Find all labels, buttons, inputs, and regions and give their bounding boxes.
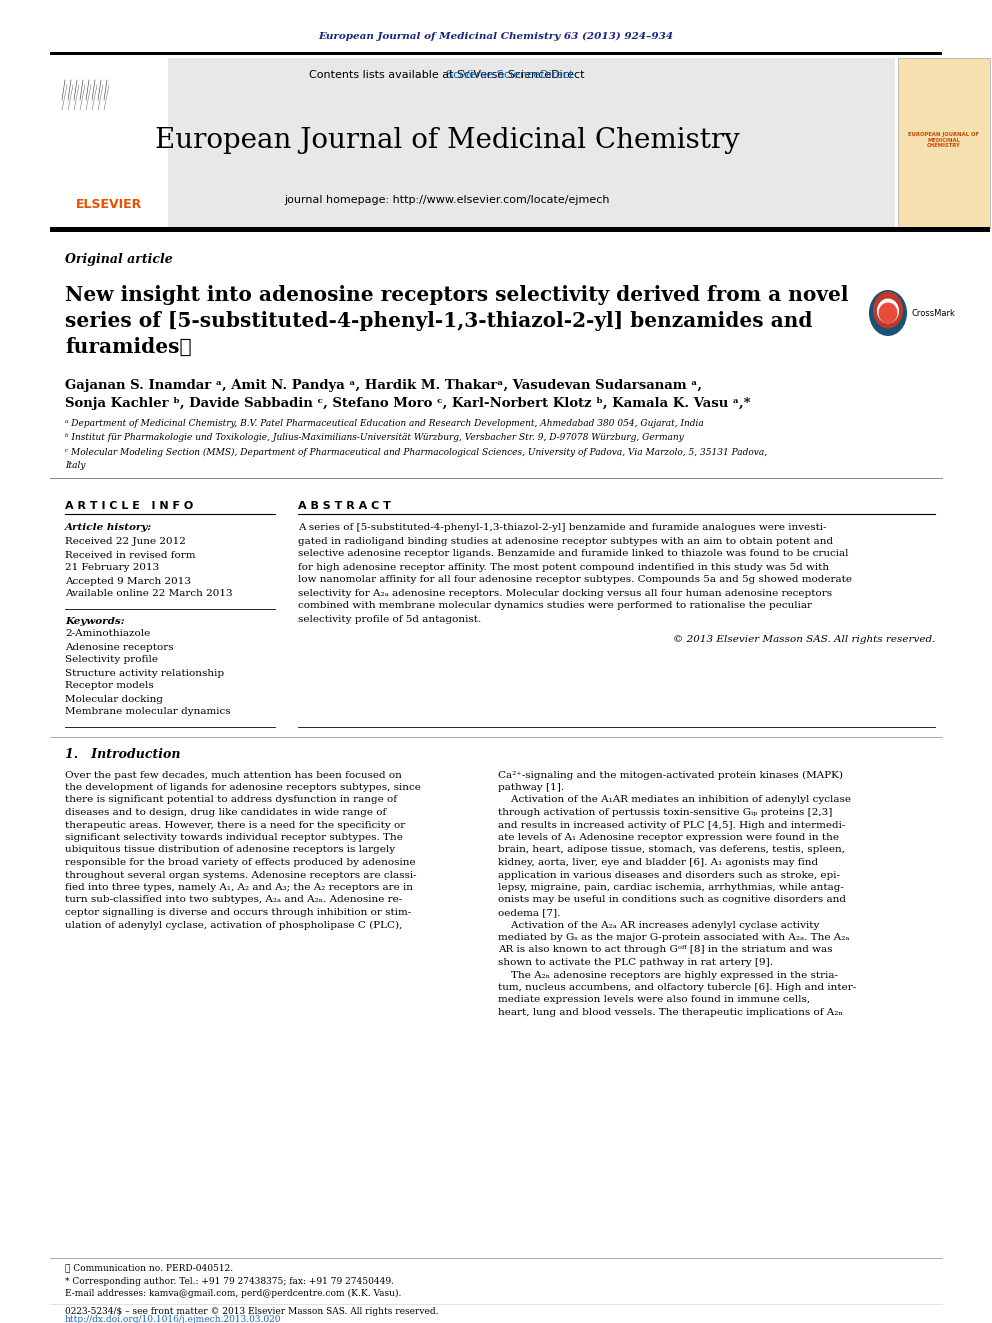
Text: SciVerse ScienceDirect: SciVerse ScienceDirect <box>320 70 573 79</box>
Text: Activation of the A₁AR mediates an inhibition of adenylyl cyclase: Activation of the A₁AR mediates an inhib… <box>498 795 851 804</box>
Text: low nanomolar affinity for all four adenosine receptor subtypes. Compounds 5a an: low nanomolar affinity for all four aden… <box>298 576 852 585</box>
Ellipse shape <box>879 303 898 324</box>
Text: A R T I C L E   I N F O: A R T I C L E I N F O <box>65 501 193 511</box>
Text: selectivity for A₂ₐ adenosine receptors. Molecular docking versus all four human: selectivity for A₂ₐ adenosine receptors.… <box>298 589 832 598</box>
Text: AR is also known to act through Gᵒᶠᶠ [8] in the striatum and was: AR is also known to act through Gᵒᶠᶠ [8]… <box>498 946 832 954</box>
Text: Activation of the A₂ₐ AR increases adenylyl cyclase activity: Activation of the A₂ₐ AR increases adeny… <box>498 921 819 930</box>
Text: mediated by Gₛ as the major G-protein associated with A₂ₐ. The A₂ₐ: mediated by Gₛ as the major G-protein as… <box>498 933 849 942</box>
Text: Received in revised form: Received in revised form <box>65 550 195 560</box>
Text: journal homepage: http://www.elsevier.com/locate/ejmech: journal homepage: http://www.elsevier.co… <box>285 194 610 205</box>
Bar <box>50 58 168 228</box>
Bar <box>898 58 990 228</box>
Text: ceptor signalling is diverse and occurs through inhibition or stim-: ceptor signalling is diverse and occurs … <box>65 908 412 917</box>
Text: A series of [5-substituted-4-phenyl-1,3-thiazol-2-yl] benzamide and furamide ana: A series of [5-substituted-4-phenyl-1,3-… <box>298 524 826 532</box>
Text: © 2013 Elsevier Masson SAS. All rights reserved.: © 2013 Elsevier Masson SAS. All rights r… <box>673 635 935 644</box>
Text: kidney, aorta, liver, eye and bladder [6]. A₁ agonists may find: kidney, aorta, liver, eye and bladder [6… <box>498 859 818 867</box>
Text: Keywords:: Keywords: <box>65 617 125 626</box>
Text: tum, nucleus accumbens, and olfactory tubercle [6]. High and inter-: tum, nucleus accumbens, and olfactory tu… <box>498 983 856 992</box>
Text: ulation of adenylyl cyclase, activation of phospholipase C (PLC),: ulation of adenylyl cyclase, activation … <box>65 921 403 930</box>
Text: selectivity profile of 5d antagonist.: selectivity profile of 5d antagonist. <box>298 614 481 623</box>
Text: http://dx.doi.org/10.1016/j.ejmech.2013.03.020: http://dx.doi.org/10.1016/j.ejmech.2013.… <box>65 1315 282 1323</box>
Text: ᶜ Molecular Modeling Section (MMS), Department of Pharmaceutical and Pharmacolog: ᶜ Molecular Modeling Section (MMS), Depa… <box>65 447 767 456</box>
Text: Received 22 June 2012: Received 22 June 2012 <box>65 537 186 546</box>
Text: 21 February 2013: 21 February 2013 <box>65 564 160 573</box>
Text: Receptor models: Receptor models <box>65 681 154 691</box>
Text: Contents lists available at SciVerse ScienceDirect: Contents lists available at SciVerse Sci… <box>310 70 584 79</box>
Text: fied into three types, namely A₁, A₂ and A₃; the A₂ receptors are in: fied into three types, namely A₁, A₂ and… <box>65 882 413 892</box>
Text: onists may be useful in conditions such as cognitive disorders and: onists may be useful in conditions such … <box>498 896 846 905</box>
Text: ᵇ Institut für Pharmakologie und Toxikologie, Julius-Maximilians-Universität Wür: ᵇ Institut für Pharmakologie und Toxikol… <box>65 434 683 442</box>
Text: significant selectivity towards individual receptor subtypes. The: significant selectivity towards individu… <box>65 833 403 841</box>
Text: Ca²⁺-signaling and the mitogen-activated protein kinases (MAPK): Ca²⁺-signaling and the mitogen-activated… <box>498 770 843 779</box>
Bar <box>50 58 895 228</box>
Text: European Journal of Medicinal Chemistry: European Journal of Medicinal Chemistry <box>155 127 739 153</box>
Text: application in various diseases and disorders such as stroke, epi-: application in various diseases and diso… <box>498 871 840 880</box>
Text: there is significant potential to address dysfunction in range of: there is significant potential to addres… <box>65 795 397 804</box>
Text: oedema [7].: oedema [7]. <box>498 908 560 917</box>
Text: 2-Aminothiazole: 2-Aminothiazole <box>65 630 150 639</box>
Text: throughout several organ systems. Adenosine receptors are classi-: throughout several organ systems. Adenos… <box>65 871 417 880</box>
Text: Sonja Kachler ᵇ, Davide Sabbadin ᶜ, Stefano Moro ᶜ, Karl-Norbert Klotz ᵇ, Kamala: Sonja Kachler ᵇ, Davide Sabbadin ᶜ, Stef… <box>65 397 751 410</box>
Bar <box>50 228 990 232</box>
Text: lepsy, migraine, pain, cardiac ischemia, arrhythmias, while antag-: lepsy, migraine, pain, cardiac ischemia,… <box>498 882 844 892</box>
Text: responsible for the broad variety of effects produced by adenosine: responsible for the broad variety of eff… <box>65 859 416 867</box>
Text: therapeutic areas. However, there is a need for the specificity or: therapeutic areas. However, there is a n… <box>65 820 406 830</box>
Text: ᵃ Department of Medicinal Chemistry, B.V. Patel Pharmaceutical Education and Res: ᵃ Department of Medicinal Chemistry, B.V… <box>65 419 703 429</box>
Text: * Corresponding author. Tel.: +91 79 27438375; fax: +91 79 27450449.: * Corresponding author. Tel.: +91 79 274… <box>65 1277 394 1286</box>
Text: heart, lung and blood vessels. The therapeutic implications of A₂ₙ: heart, lung and blood vessels. The thera… <box>498 1008 843 1017</box>
Text: Over the past few decades, much attention has been focused on: Over the past few decades, much attentio… <box>65 770 402 779</box>
Text: ubiquitous tissue distribution of adenosine receptors is largely: ubiquitous tissue distribution of adenos… <box>65 845 395 855</box>
Text: 0223-5234/$ – see front matter © 2013 Elsevier Masson SAS. All rights reserved.: 0223-5234/$ – see front matter © 2013 El… <box>65 1307 438 1315</box>
Text: E-mail addresses: kamva@gmail.com, perd@perdcentre.com (K.K. Vasu).: E-mail addresses: kamva@gmail.com, perd@… <box>65 1289 402 1298</box>
Bar <box>50 52 942 56</box>
Text: Available online 22 March 2013: Available online 22 March 2013 <box>65 590 233 598</box>
Text: Membrane molecular dynamics: Membrane molecular dynamics <box>65 708 230 717</box>
Text: furamides★: furamides★ <box>65 337 191 357</box>
Text: Selectivity profile: Selectivity profile <box>65 655 158 664</box>
Text: ★ Communication no. PERD-040512.: ★ Communication no. PERD-040512. <box>65 1263 233 1273</box>
Text: EUROPEAN JOURNAL OF
MEDICINAL
CHEMISTRY: EUROPEAN JOURNAL OF MEDICINAL CHEMISTRY <box>909 132 979 148</box>
Text: gated in radioligand binding studies at adenosine receptor subtypes with an aim : gated in radioligand binding studies at … <box>298 537 833 545</box>
Text: Molecular docking: Molecular docking <box>65 695 163 704</box>
Text: A B S T R A C T: A B S T R A C T <box>298 501 391 511</box>
Text: Accepted 9 March 2013: Accepted 9 March 2013 <box>65 577 191 586</box>
Text: European Journal of Medicinal Chemistry 63 (2013) 924–934: European Journal of Medicinal Chemistry … <box>318 32 674 41</box>
Text: selective adenosine receptor ligands. Benzamide and furamide linked to thiazole : selective adenosine receptor ligands. Be… <box>298 549 848 558</box>
Text: brain, heart, adipose tissue, stomach, vas deferens, testis, spleen,: brain, heart, adipose tissue, stomach, v… <box>498 845 845 855</box>
Text: the development of ligands for adenosine receptors subtypes, since: the development of ligands for adenosine… <box>65 783 421 792</box>
Text: 1.   Introduction: 1. Introduction <box>65 749 181 762</box>
Text: Italy: Italy <box>65 462 85 471</box>
Text: Adenosine receptors: Adenosine receptors <box>65 643 174 651</box>
Text: diseases and to design, drug like candidates in wide range of: diseases and to design, drug like candid… <box>65 808 386 818</box>
Text: through activation of pertussis toxin-sensitive Gᵢₚ proteins [2,3]: through activation of pertussis toxin-se… <box>498 808 832 818</box>
Text: series of [5-substituted-4-phenyl-1,3-thiazol-2-yl] benzamides and: series of [5-substituted-4-phenyl-1,3-th… <box>65 311 812 331</box>
Text: shown to activate the PLC pathway in rat artery [9].: shown to activate the PLC pathway in rat… <box>498 958 773 967</box>
Text: mediate expression levels were also found in immune cells,: mediate expression levels were also foun… <box>498 995 810 1004</box>
Text: combined with membrane molecular dynamics studies were performed to rationalise : combined with membrane molecular dynamic… <box>298 602 812 610</box>
Text: turn sub-classified into two subtypes, A₂ₐ and A₂ₙ. Adenosine re-: turn sub-classified into two subtypes, A… <box>65 896 402 905</box>
Text: The A₂ₙ adenosine receptors are highly expressed in the stria-: The A₂ₙ adenosine receptors are highly e… <box>498 971 838 979</box>
Ellipse shape <box>873 291 903 328</box>
Text: New insight into adenosine receptors selectivity derived from a novel: New insight into adenosine receptors sel… <box>65 284 848 306</box>
Text: Gajanan S. Inamdar ᵃ, Amit N. Pandya ᵃ, Hardik M. Thakarᵃ, Vasudevan Sudarsanam : Gajanan S. Inamdar ᵃ, Amit N. Pandya ᵃ, … <box>65 378 702 392</box>
Text: pathway [1].: pathway [1]. <box>498 783 564 792</box>
Text: Original article: Original article <box>65 254 173 266</box>
Ellipse shape <box>877 299 899 324</box>
Text: ate levels of A₁ Adenosine receptor expression were found in the: ate levels of A₁ Adenosine receptor expr… <box>498 833 839 841</box>
Ellipse shape <box>869 290 907 336</box>
Text: ELSEVIER: ELSEVIER <box>75 198 142 212</box>
Text: Structure activity relationship: Structure activity relationship <box>65 668 224 677</box>
Text: CrossMark: CrossMark <box>912 308 956 318</box>
Text: and results in increased activity of PLC [4,5]. High and intermedi-: and results in increased activity of PLC… <box>498 820 845 830</box>
Text: Article history:: Article history: <box>65 524 152 532</box>
Text: for high adenosine receptor affinity. The most potent compound indentified in th: for high adenosine receptor affinity. Th… <box>298 562 829 572</box>
